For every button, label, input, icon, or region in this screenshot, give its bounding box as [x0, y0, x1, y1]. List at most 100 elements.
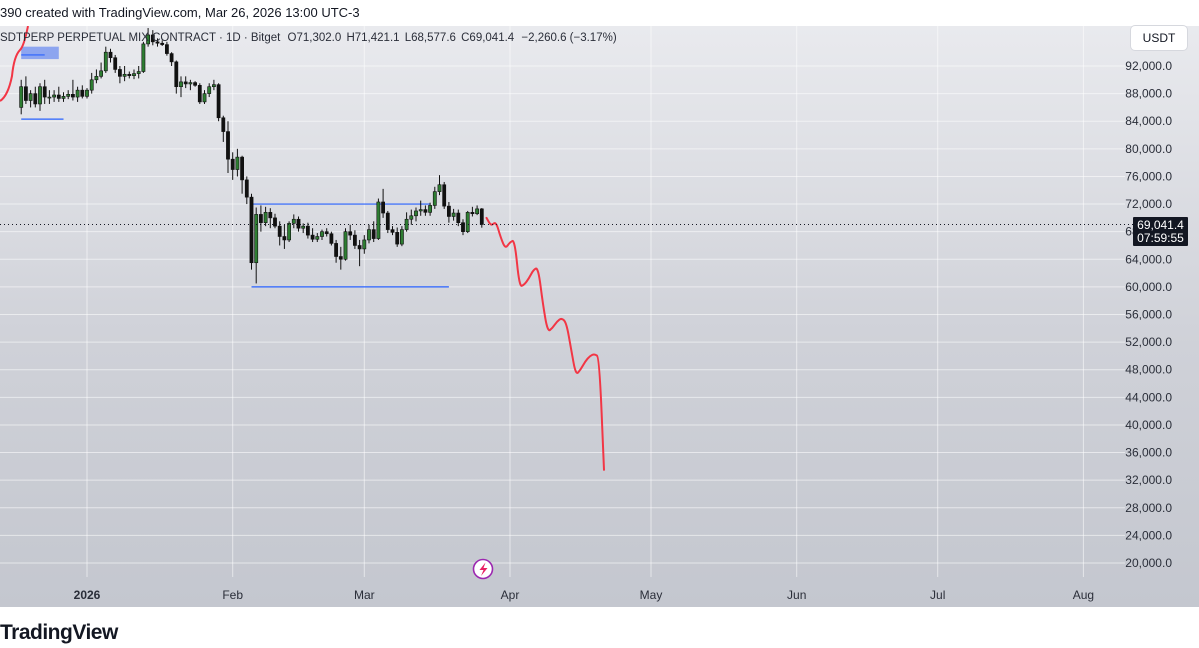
- price-tick-label: 24,000.0: [1125, 528, 1172, 542]
- candle-body-down: [56, 94, 61, 99]
- price-tick-label: 40,000.0: [1125, 418, 1172, 432]
- tradingview-logo: TradingView: [0, 621, 118, 644]
- candle-body-down: [160, 42, 165, 45]
- candle-body-down: [127, 73, 132, 76]
- candle-body-down: [277, 225, 282, 237]
- candle: [343, 228, 348, 261]
- candle: [437, 175, 442, 196]
- candle: [395, 227, 400, 247]
- candle-body-up: [99, 70, 104, 77]
- candle: [446, 201, 451, 223]
- candle-body-up: [414, 210, 418, 217]
- candle-body-up: [136, 71, 141, 74]
- candle-body-up: [61, 96, 66, 99]
- price-tick-label: 80,000.0: [1125, 142, 1172, 156]
- candle: [357, 239, 362, 267]
- time-tick-label: May: [640, 588, 663, 602]
- candle: [371, 221, 376, 243]
- candle-body-up: [52, 94, 57, 98]
- projection-line: [0, 26, 605, 471]
- candle-body-down: [23, 86, 28, 101]
- candle: [329, 231, 334, 246]
- candle: [183, 76, 188, 89]
- candle: [155, 38, 160, 47]
- time-tick-label: Apr: [501, 588, 520, 602]
- candle: [456, 209, 461, 227]
- candle-body-up: [188, 82, 193, 85]
- candle: [268, 208, 273, 229]
- candle-body-down: [446, 205, 451, 217]
- candle-body-down: [395, 232, 400, 245]
- chart-area[interactable]: 20,000.0 24,000.0 28,000.0 32,000.0 36,000.0…: [0, 26, 1199, 607]
- candle-body-down: [42, 86, 47, 98]
- candle: [263, 206, 268, 227]
- low-value: 68,577.6: [411, 32, 456, 44]
- candle-body-down: [479, 208, 484, 225]
- candle: [442, 181, 447, 209]
- candle: [169, 52, 174, 66]
- candle-body-down: [155, 41, 160, 44]
- candle-body-up: [254, 214, 259, 264]
- candle-body-down: [282, 236, 287, 241]
- candle-body-up: [89, 79, 94, 91]
- candle: [193, 81, 198, 87]
- candle-body-up: [315, 236, 320, 240]
- candle: [230, 152, 235, 180]
- candle-body-down: [470, 212, 475, 215]
- candle: [418, 200, 423, 216]
- candle-body-down: [244, 179, 249, 198]
- candle: [409, 209, 414, 225]
- lightning-icon[interactable]: [472, 558, 494, 580]
- symbol-title[interactable]: SDTPERP PERPETUAL MIX CONTRACT · 1D · Bi…: [0, 32, 281, 44]
- candle-body-up: [287, 223, 292, 241]
- time-tick-label: Jun: [787, 588, 806, 602]
- candle: [423, 205, 428, 216]
- candle-body-down: [165, 44, 169, 54]
- candle-body-up: [362, 239, 367, 250]
- candle: [23, 76, 28, 104]
- candle-body-up: [437, 184, 442, 192]
- candle: [352, 230, 357, 249]
- grid-lines: [0, 26, 1125, 577]
- candle-body-up: [85, 89, 89, 97]
- candlestick-chart[interactable]: 20,000.0 24,000.0 28,000.0 32,000.0 36,000.0…: [0, 26, 1199, 607]
- candle-body-up: [465, 212, 470, 232]
- candle-body-up: [320, 231, 324, 237]
- close-label: C: [461, 32, 470, 44]
- candle: [221, 115, 226, 142]
- candle: [475, 205, 480, 216]
- currency-button[interactable]: USDT: [1131, 26, 1187, 50]
- candle: [404, 212, 409, 232]
- candle-body-up: [428, 205, 433, 213]
- price-tick-label: 72,000.0: [1125, 197, 1172, 211]
- projection-path: [485, 216, 605, 471]
- candle: [132, 69, 136, 80]
- candle: [334, 239, 339, 263]
- candle: [381, 188, 386, 218]
- candle: [235, 148, 240, 177]
- candle: [367, 224, 371, 244]
- candle-body-down: [197, 85, 202, 103]
- candle: [42, 79, 47, 104]
- candle: [470, 206, 475, 217]
- candle: [19, 79, 24, 115]
- symbol-legend[interactable]: SDTPERP PERPETUAL MIX CONTRACT · 1D · Bi…: [0, 32, 617, 44]
- candle: [291, 214, 296, 229]
- candle-body-down: [385, 212, 390, 230]
- price-tick-label: 28,000.0: [1125, 501, 1172, 515]
- price-axis[interactable]: 20,000.0 24,000.0 28,000.0 32,000.0 36,000.0…: [1125, 59, 1172, 570]
- candle-body-up: [146, 34, 151, 45]
- candle: [301, 223, 306, 234]
- candle: [296, 216, 301, 232]
- high-label: H: [346, 32, 355, 44]
- price-tick-label: 32,000.0: [1125, 473, 1172, 487]
- candles: [19, 28, 484, 284]
- earlier-projection-path: [0, 26, 29, 102]
- candle: [338, 246, 343, 270]
- time-axis[interactable]: 2026 Feb Mar Apr May Jun Jul Aug: [74, 588, 1094, 602]
- candle: [38, 83, 42, 111]
- price-tick-label: 84,000.0: [1125, 114, 1172, 128]
- candle: [315, 233, 320, 243]
- candle-body-up: [38, 86, 42, 105]
- candle-body-down: [249, 196, 254, 264]
